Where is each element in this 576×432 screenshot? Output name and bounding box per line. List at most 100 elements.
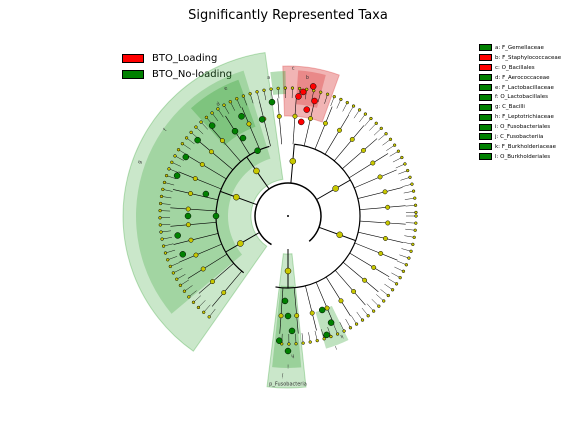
leaf-node	[339, 97, 343, 102]
taxa-legend-entry: a: F_Gemellaceae	[479, 43, 561, 53]
loading-node	[299, 88, 307, 96]
leaf-node	[390, 288, 395, 292]
clade-sector-f-staphylococcaceae	[295, 70, 326, 108]
branch-line	[364, 118, 372, 127]
no-loading-node	[182, 153, 190, 161]
branch-line	[314, 330, 318, 341]
leaf-node	[161, 244, 166, 248]
leaf-node	[173, 154, 177, 158]
branch-line	[303, 100, 315, 146]
clade-node	[385, 220, 391, 226]
branch-line	[403, 241, 413, 245]
branch-line	[161, 196, 172, 199]
branch-line	[164, 182, 175, 186]
leaf-node	[189, 130, 193, 135]
branch-line	[398, 170, 408, 175]
branch-line	[333, 324, 338, 335]
branch-line	[182, 143, 191, 150]
taxa-label: e: F_Lactobacillaceae	[495, 84, 554, 91]
taxa-swatch	[479, 123, 492, 131]
leaf-node	[374, 121, 378, 125]
loading-node	[311, 97, 318, 105]
branch-line	[170, 221, 217, 227]
taxa-label: l: O_Burkholderiales	[495, 153, 551, 160]
class-node	[332, 185, 339, 192]
no-loading-node	[276, 337, 283, 344]
legend-entry-loading: BTO_Loading	[122, 50, 232, 66]
leaf-node	[348, 326, 353, 330]
branch-line	[402, 183, 413, 187]
leaf-node	[412, 235, 416, 239]
taxa-legend-entry: h: F_Leptotrichiaceae	[479, 112, 561, 122]
branch-line	[348, 153, 389, 179]
no-loading-node	[318, 306, 326, 314]
branch-line	[384, 283, 393, 290]
leaf-node	[369, 116, 373, 121]
leaf-node	[351, 104, 356, 108]
taxa-label: d: F_Aerococcaceae	[495, 74, 550, 81]
clade-node	[377, 174, 383, 180]
leaf-node	[235, 97, 239, 101]
branch-arc	[215, 145, 270, 274]
branch-line	[405, 228, 416, 231]
leaf-node	[248, 92, 252, 96]
branch-line	[397, 260, 407, 265]
branch-line	[339, 321, 345, 332]
branch-line	[180, 279, 189, 286]
branch-line	[197, 139, 234, 170]
branch-line	[292, 98, 297, 145]
branch-line	[230, 101, 235, 111]
leaf-node	[269, 87, 273, 91]
legend-entry-no-loading: BTO_No-loading	[122, 66, 232, 82]
leaf-node	[388, 137, 393, 141]
branch-line	[198, 300, 206, 308]
branch-line	[349, 252, 390, 278]
branch-line	[345, 318, 351, 328]
taxa-label: b: F_Staphylococcaceae	[495, 54, 562, 61]
clade-node	[370, 160, 376, 166]
leaf-node	[216, 107, 220, 111]
branch-line	[187, 253, 228, 279]
clade-label: d	[215, 101, 221, 108]
clade-node	[337, 127, 342, 133]
branch-line	[325, 276, 351, 317]
taxa-label: a: F_Gemellaceae	[495, 44, 544, 51]
taxa-legend: a: F_Gemellaceae b: F_Staphylococcaceae …	[479, 43, 561, 162]
branch-arc	[275, 143, 361, 289]
branch-line	[354, 169, 397, 189]
branch-line	[324, 114, 350, 155]
leaf-node	[180, 142, 185, 146]
leaf-node	[319, 90, 323, 94]
leaf-node	[158, 216, 162, 220]
leaf-node	[290, 86, 295, 90]
branch-line	[163, 243, 174, 247]
leaf-node	[287, 342, 291, 346]
class-node	[289, 157, 297, 165]
branch-line	[184, 285, 193, 292]
leaf-node	[411, 189, 416, 193]
branch-line	[394, 266, 404, 272]
leaf-node	[176, 148, 181, 152]
leaf-node	[294, 342, 298, 346]
leaf-node	[160, 237, 164, 241]
branch-line	[249, 93, 254, 104]
branch-line	[348, 105, 354, 115]
clade-node	[185, 222, 191, 228]
no-loading-node	[323, 331, 330, 339]
clade-node	[382, 189, 388, 195]
branch-line	[165, 249, 176, 254]
taxa-swatch	[479, 103, 492, 111]
clade-node	[292, 113, 298, 119]
clade-sector-o-bacillales	[282, 65, 340, 123]
branch-line	[358, 231, 404, 243]
taxa-swatch	[479, 64, 492, 72]
leaf-node	[414, 221, 418, 225]
branch-line	[195, 126, 204, 135]
branch-line	[342, 138, 378, 169]
branch-line	[243, 95, 248, 106]
leaf-node	[166, 258, 170, 262]
leaf-node	[158, 223, 162, 227]
branch-line	[173, 233, 219, 245]
branch-line	[327, 327, 332, 337]
clade-sector-o-fusobacteriales	[272, 285, 302, 368]
